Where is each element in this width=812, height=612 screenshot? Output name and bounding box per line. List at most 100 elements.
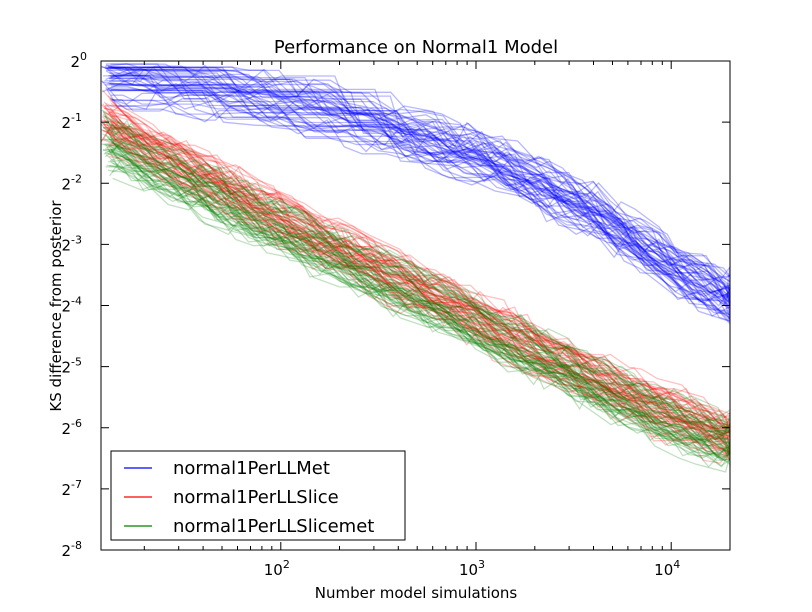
series-line-normal1PerLLSlicemet <box>112 177 731 473</box>
series-line-normal1PerLLSlice <box>110 128 731 456</box>
legend-label-normal1PerLLSlice: normal1PerLLSlice <box>173 487 339 508</box>
plot-lines <box>100 63 731 473</box>
series-line-normal1PerLLSlice <box>103 111 731 439</box>
series-line-normal1PerLLMet <box>101 80 731 312</box>
series-line-normal1PerLLMet <box>105 66 731 293</box>
series-line-normal1PerLLSlice <box>111 112 731 441</box>
y-tick-label: 2-1 <box>61 111 82 132</box>
series-line-normal1PerLLMet <box>109 69 731 307</box>
series-line-normal1PerLLSlice <box>101 89 731 420</box>
x-tick-label: 103 <box>459 558 485 579</box>
series-line-normal1PerLLSlice <box>110 102 731 426</box>
series-line-normal1PerLLSlicemet <box>102 147 731 458</box>
series-line-normal1PerLLSlicemet <box>104 115 731 420</box>
series-line-normal1PerLLSlicemet <box>101 109 731 436</box>
series-line-normal1PerLLMet <box>109 71 731 306</box>
series-line-normal1PerLLSlicemet <box>104 152 731 452</box>
series-line-normal1PerLLSlicemet <box>106 136 731 459</box>
series-line-normal1PerLLMet <box>109 67 731 277</box>
series-line-normal1PerLLMet <box>111 88 731 311</box>
series-line-normal1PerLLSlice <box>108 111 731 437</box>
series-line-normal1PerLLSlice <box>109 120 731 441</box>
series-line-normal1PerLLSlice <box>111 140 731 453</box>
series-line-normal1PerLLSlicemet <box>110 141 731 442</box>
series-line-normal1PerLLSlice <box>110 121 731 430</box>
series-line-normal1PerLLSlice <box>101 104 731 426</box>
series-line-normal1PerLLSlice <box>108 142 731 446</box>
x-tick-label: 104 <box>654 558 680 579</box>
series-line-normal1PerLLSlicemet <box>111 137 731 455</box>
series-line-normal1PerLLSlicemet <box>102 113 731 426</box>
legend: normal1PerLLMet normal1PerLLSlice normal1P… <box>110 450 406 541</box>
series-line-normal1PerLLMet <box>110 63 731 283</box>
series-line-normal1PerLLSlicemet <box>110 138 731 459</box>
y-tick-label: 2-7 <box>61 478 82 499</box>
series-line-normal1PerLLSlicemet <box>103 139 731 443</box>
series-line-normal1PerLLSlice <box>103 126 731 461</box>
series-line-normal1PerLLMet <box>112 66 731 300</box>
chart-title: Performance on Normal1 Model <box>274 37 558 58</box>
series-line-normal1PerLLSlicemet <box>107 129 731 426</box>
series-line-normal1PerLLSlicemet <box>110 161 731 457</box>
series-line-normal1PerLLMet <box>110 76 731 309</box>
series-line-normal1PerLLSlicemet <box>109 165 731 452</box>
series-line-normal1PerLLMet <box>105 64 731 280</box>
series-line-normal1PerLLMet <box>101 81 730 314</box>
series-line-normal1PerLLSlice <box>101 122 731 444</box>
series-line-normal1PerLLSlicemet <box>103 137 731 457</box>
series-line-normal1PerLLSlicemet <box>110 150 731 451</box>
series-line-normal1PerLLMet <box>110 79 731 300</box>
series-line-normal1PerLLSlicemet <box>107 143 731 422</box>
y-tick-label: 2-2 <box>61 172 82 193</box>
legend-label-normal1PerLLSlicemet: normal1PerLLSlicemet <box>173 516 374 537</box>
series-line-normal1PerLLMet <box>108 75 731 307</box>
y-tick-label: 2-5 <box>61 356 82 377</box>
series-line-normal1PerLLMet <box>109 78 731 291</box>
series-line-normal1PerLLSlicemet <box>109 159 731 467</box>
series-line-normal1PerLLMet <box>105 100 731 322</box>
series-line-normal1PerLLSlicemet <box>102 133 731 437</box>
series-line-normal1PerLLMet <box>112 74 731 322</box>
y-tick-label: 2-3 <box>61 233 82 254</box>
legend-box <box>110 450 406 541</box>
series-line-normal1PerLLSlice <box>109 98 731 427</box>
series-line-normal1PerLLSlice <box>109 122 731 444</box>
series-line-normal1PerLLSlice <box>103 101 731 429</box>
series-line-normal1PerLLSlice <box>102 103 731 435</box>
series-line-normal1PerLLSlicemet <box>105 166 731 453</box>
x-axis-label: Number model simulations <box>315 584 518 602</box>
series-line-normal1PerLLSlice <box>102 129 731 455</box>
series-line-normal1PerLLMet <box>105 84 731 302</box>
series-line-normal1PerLLMet <box>109 89 731 300</box>
series-line-normal1PerLLSlicemet <box>104 121 731 434</box>
series-line-normal1PerLLSlice <box>109 107 731 433</box>
x-tick-label: 102 <box>264 558 290 579</box>
series-line-normal1PerLLMet <box>108 66 731 307</box>
series-line-normal1PerLLMet <box>109 97 731 317</box>
series-line-normal1PerLLSlicemet <box>106 129 731 429</box>
series-line-normal1PerLLSlice <box>101 121 731 455</box>
y-axis-ticks: 20 2-1 2-2 2-3 2-4 2-5 2-6 2-7 2-8 <box>61 50 730 560</box>
series-line-normal1PerLLMet <box>111 98 731 325</box>
series-line-normal1PerLLSlice <box>103 126 731 448</box>
series-line-normal1PerLLMet <box>101 66 731 304</box>
series-line-normal1PerLLSlice <box>104 123 731 437</box>
y-tick-label: 2-8 <box>61 539 82 560</box>
series-line-normal1PerLLSlice <box>108 135 731 461</box>
series-line-normal1PerLLSlice <box>106 126 731 459</box>
series-line-normal1PerLLSlicemet <box>111 163 731 468</box>
y-axis-label: KS difference from posterior <box>47 200 65 412</box>
series-line-normal1PerLLMet <box>109 67 731 303</box>
series-line-normal1PerLLMet <box>107 66 731 283</box>
series-line-normal1PerLLSlicemet <box>105 153 731 461</box>
series-line-normal1PerLLSlice <box>108 111 731 429</box>
y-tick-label: 2-4 <box>61 295 82 316</box>
series-line-normal1PerLLSlice <box>102 139 731 464</box>
series-line-normal1PerLLMet <box>106 69 731 278</box>
series-line-normal1PerLLMet <box>108 87 731 314</box>
series-line-normal1PerLLMet <box>106 66 731 299</box>
series-line-normal1PerLLSlicemet <box>109 151 731 441</box>
series-line-normal1PerLLMet <box>112 99 731 316</box>
series-line-normal1PerLLSlice <box>105 102 731 430</box>
